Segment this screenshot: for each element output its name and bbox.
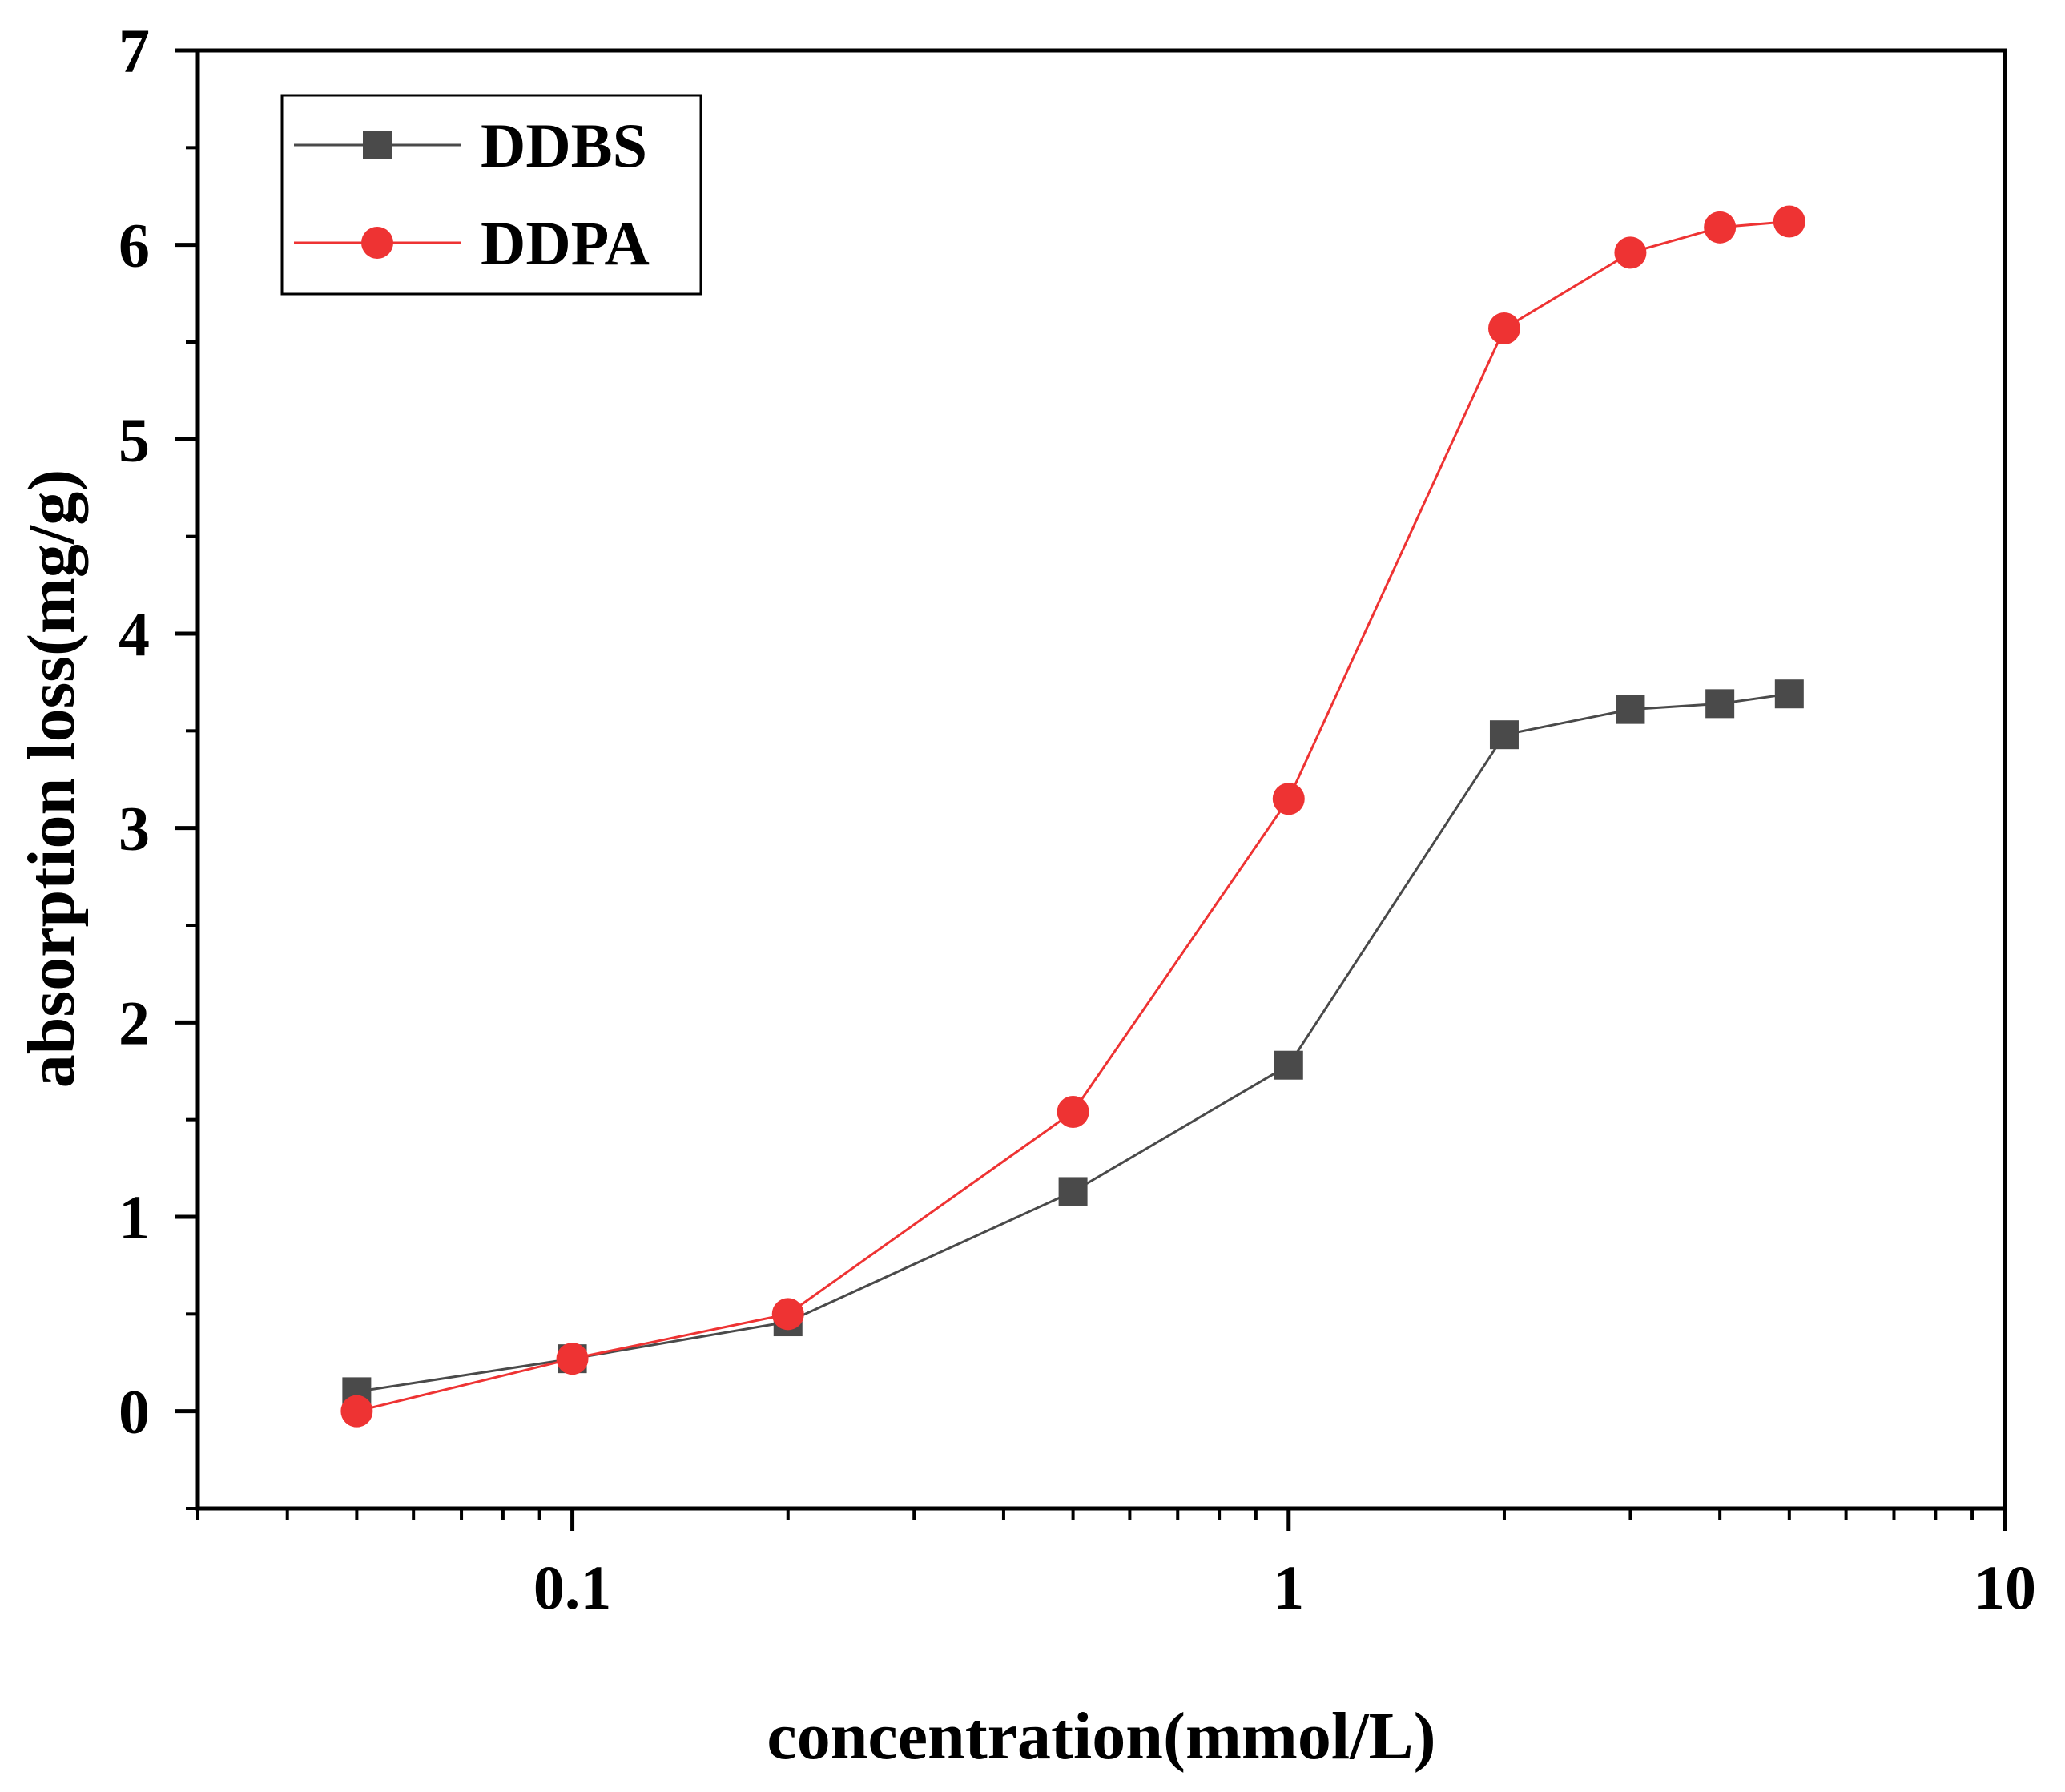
y-tick-label: 0: [119, 1377, 150, 1447]
legend-label-ddpa: DDPA: [481, 208, 650, 278]
x-axis-title: concentration(mmol/L): [767, 1699, 1435, 1774]
data-point-ddpa: [340, 1395, 373, 1428]
data-point-ddbs: [1489, 720, 1519, 750]
y-tick-label: 5: [119, 405, 150, 474]
legend: DDBS DDPA: [280, 94, 702, 296]
x-tick-label: 10: [1974, 1552, 2036, 1622]
y-tick-label: 6: [119, 211, 150, 280]
series-line-ddpa: [356, 220, 1789, 1413]
data-point-ddpa: [1272, 783, 1305, 815]
y-tick-label: 7: [119, 16, 150, 86]
data-point-ddpa: [771, 1298, 804, 1331]
data-point-ddbs: [1705, 689, 1735, 719]
data-point-ddpa: [1614, 236, 1647, 269]
data-point-ddpa: [1704, 211, 1737, 244]
y-tick-label: 3: [119, 794, 150, 864]
tick-labels: 0 1 2 3 4 5 6 7 0.1 1 10: [119, 16, 2036, 1622]
x-tick-label: 0.1: [533, 1552, 612, 1622]
x-tick-label: 1: [1273, 1552, 1304, 1622]
data-point-ddpa: [1773, 205, 1805, 238]
data-point-ddpa: [1487, 312, 1520, 345]
series-line-ddbs: [356, 692, 1790, 1393]
data-point-ddbs: [1274, 1050, 1303, 1080]
data-point-ddpa: [556, 1343, 589, 1375]
data-point-ddbs: [1058, 1177, 1088, 1206]
data-point-ddbs: [1616, 695, 1645, 724]
data-point-ddpa: [1057, 1095, 1089, 1128]
y-tick-label: 1: [119, 1182, 150, 1252]
legend-box: [280, 94, 702, 296]
legend-marker-ddbs: [363, 131, 392, 159]
plot-frame: [195, 48, 2007, 1511]
data-point-ddbs: [1774, 679, 1804, 709]
y-tick-label: 4: [119, 599, 150, 669]
y-tick-label: 2: [119, 988, 150, 1057]
y-axis-title: absorption loss(mg/g): [14, 469, 89, 1088]
legend-label-ddbs: DDBS: [481, 111, 647, 180]
series-layer: [340, 205, 1805, 1428]
legend-marker-ddpa: [361, 227, 393, 259]
